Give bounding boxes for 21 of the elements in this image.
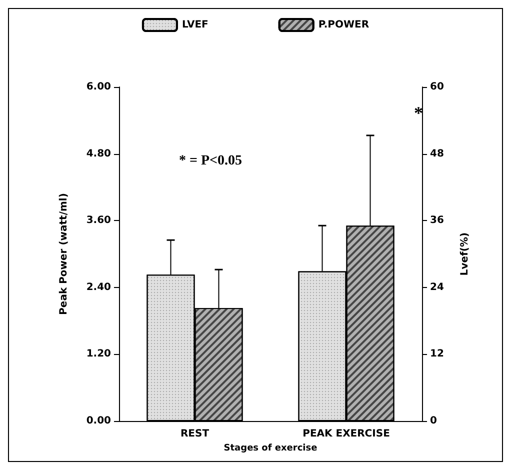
y2-tick-label: 24 xyxy=(430,282,444,293)
y-tick-label: 4.80 xyxy=(86,148,112,160)
y2-tick-label: 36 xyxy=(430,215,444,226)
y-tick-label: 3.60 xyxy=(86,215,112,226)
legend-label: P.POWER xyxy=(318,20,370,30)
annotation: * = P<0.05 xyxy=(179,154,242,168)
x-tick-label: REST xyxy=(180,428,210,440)
y2-tick-label: 60 xyxy=(430,82,444,92)
x-tick-label: PEAK EXERCISE xyxy=(302,428,390,440)
legend-label: LVEF xyxy=(182,20,208,30)
y-tick-label: 6.00 xyxy=(86,82,112,92)
y2-tick-label: 48 xyxy=(430,148,444,160)
y2-axis-title: Lvef(%) xyxy=(460,232,470,276)
y2-tick-label: 12 xyxy=(430,348,444,360)
y-tick-label: 1.20 xyxy=(86,348,112,360)
y-axis-title: Peak Power (watt/ml) xyxy=(58,193,70,315)
x-axis-title: Stages of exercise xyxy=(224,443,318,454)
y-tick-label: 0.00 xyxy=(86,416,112,426)
y2-tick-label: 0 xyxy=(430,416,437,426)
annotation: * xyxy=(414,103,423,123)
y-tick-label: 2.40 xyxy=(86,282,112,293)
